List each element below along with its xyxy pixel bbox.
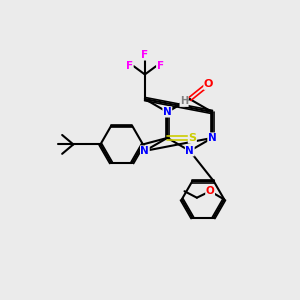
Text: N: N [163, 107, 172, 117]
Text: O: O [206, 186, 214, 196]
Text: N: N [185, 146, 194, 156]
Text: S: S [188, 133, 196, 143]
Text: O: O [204, 79, 213, 89]
Text: F: F [126, 61, 133, 71]
Text: F: F [141, 50, 148, 60]
Text: N: N [140, 146, 149, 156]
Text: H: H [180, 96, 188, 106]
Text: N: N [208, 133, 217, 143]
Text: F: F [157, 61, 164, 71]
